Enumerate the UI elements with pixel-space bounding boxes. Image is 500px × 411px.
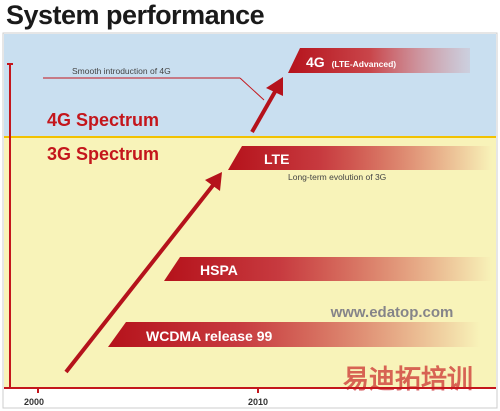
band-4g-label: 4G (LTE-Advanced) — [306, 54, 396, 70]
frame — [2, 32, 498, 409]
lte-description: Long-term evolution of 3G — [288, 172, 386, 182]
upper-region-label: 4G Spectrum — [47, 110, 159, 130]
band-hspa-label: HSPA — [200, 262, 238, 278]
band-lte: LTE — [228, 146, 492, 170]
lower-region-label: 3G Spectrum — [47, 144, 159, 164]
band-4g: 4G (LTE-Advanced) — [288, 48, 470, 73]
band-wcdma-label: WCDMA release 99 — [146, 328, 273, 344]
region-divider — [4, 136, 496, 138]
smooth-intro-annotation: Smooth introduction of 4G — [72, 66, 171, 76]
watermark-chinese: 易迪拓培训 — [343, 364, 473, 394]
x-tick-label-2010: 2010 — [248, 397, 268, 407]
page-title: System performance — [6, 0, 265, 30]
band-lte-label: LTE — [264, 151, 289, 167]
band-4g-main: 4G — [306, 54, 325, 70]
watermark-url: www.edatop.com — [330, 304, 454, 321]
x-tick-label-2000: 2000 — [24, 397, 44, 407]
band-hspa: HSPA — [164, 257, 492, 281]
growth-arrow-upper-head — [266, 77, 283, 96]
smooth-intro-pointer — [239, 77, 265, 101]
growth-arrow-upper-shaft — [250, 89, 278, 133]
growth-arrow-lower-head — [205, 172, 222, 191]
band-4g-sub: (LTE-Advanced) — [332, 59, 397, 69]
growth-arrow-lower-shaft — [64, 182, 216, 374]
band-wcdma: WCDMA release 99 — [108, 322, 480, 347]
